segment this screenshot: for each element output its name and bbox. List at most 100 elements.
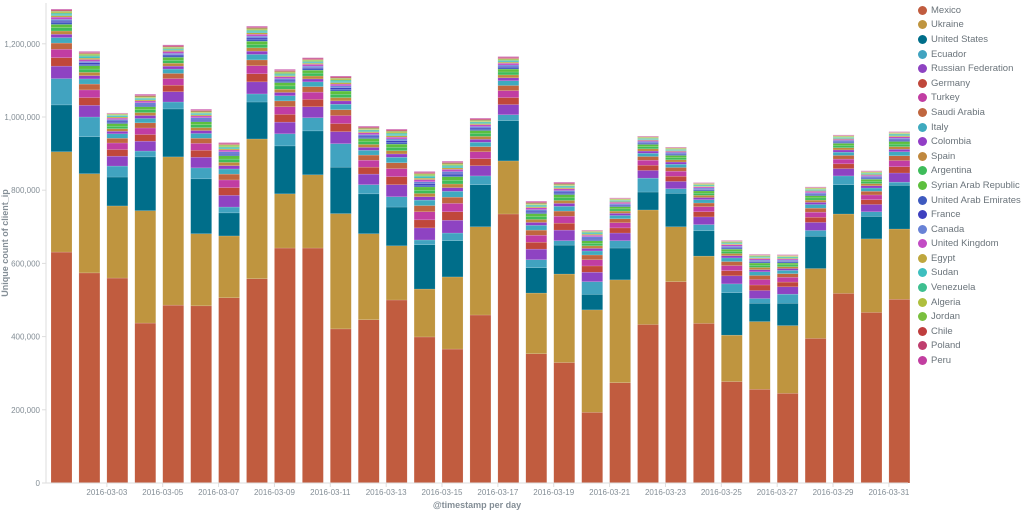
bar-segment-germany[interactable] — [190, 150, 212, 158]
bar-segment-canada[interactable] — [413, 181, 436, 184]
bar-segment-united-arab-emirates[interactable] — [134, 105, 156, 107]
bar-segment-germany[interactable] — [358, 166, 380, 175]
bar-segment-spain[interactable] — [860, 183, 883, 187]
bar-segment-ukraine[interactable] — [274, 193, 296, 249]
bar-segment-united-kingdom[interactable] — [749, 258, 771, 261]
bar-segment-italy[interactable] — [637, 153, 659, 157]
bar-segment-peru[interactable] — [246, 26, 268, 28]
bar-segment-ukraine[interactable] — [246, 138, 268, 279]
bar-segment-spain[interactable] — [665, 159, 687, 163]
bar-segment-saudi-arabia[interactable] — [330, 109, 352, 116]
bar-segment-argentina[interactable] — [776, 264, 799, 267]
bar-segment-argentina[interactable] — [441, 180, 464, 185]
bar-segment-united-kingdom[interactable] — [581, 235, 603, 237]
bar-segment-united-arab-emirates[interactable] — [190, 120, 212, 122]
bar-segment-france[interactable] — [50, 20, 73, 23]
bar-segment-ecuador[interactable] — [50, 78, 73, 106]
bar-segment-canada[interactable] — [302, 65, 324, 68]
bar-segment-united-arab-emirates[interactable] — [358, 136, 380, 139]
bar-segment-russian-federation[interactable] — [665, 181, 687, 189]
bar-segment-ecuador[interactable] — [358, 184, 380, 195]
bar-segment-mexico[interactable] — [581, 412, 603, 484]
bar-stack-2016-03-25[interactable] — [721, 240, 743, 484]
bar-segment-syrian-arab-republic[interactable] — [497, 68, 520, 73]
bar-segment-argentina[interactable] — [162, 60, 184, 64]
bar-segment-united-kingdom[interactable] — [469, 124, 492, 127]
legend-item[interactable]: United States — [918, 32, 1024, 47]
bar-segment-germany[interactable] — [330, 123, 352, 132]
bar-segment-italy[interactable] — [860, 187, 883, 192]
legend-item[interactable]: Jordan — [918, 309, 1024, 324]
bar-segment-italy[interactable] — [581, 250, 603, 256]
bar-segment-germany[interactable] — [385, 176, 408, 185]
bar-segment-germany[interactable] — [469, 158, 492, 166]
bar-segment-syrian-arab-republic[interactable] — [469, 130, 492, 134]
bar-segment-saudi-arabia[interactable] — [106, 138, 129, 144]
bar-segment-argentina[interactable] — [693, 192, 715, 196]
bar-segment-germany[interactable] — [441, 211, 464, 221]
bar-segment-saudi-arabia[interactable] — [50, 42, 73, 50]
bar-segment-germany[interactable] — [162, 84, 184, 92]
bar-segment-saudi-arabia[interactable] — [413, 205, 436, 212]
bar-segment-canada[interactable] — [50, 19, 73, 22]
bar-segment-ukraine[interactable] — [693, 255, 715, 324]
legend-item[interactable]: United Arab Emirates — [918, 193, 1024, 208]
bar-segment-syrian-arab-republic[interactable] — [888, 141, 910, 145]
bar-segment-argentina[interactable] — [78, 68, 101, 73]
bar-segment-saudi-arabia[interactable] — [218, 173, 240, 181]
bar-segment-chile[interactable] — [134, 95, 156, 97]
bar-segment-united-states[interactable] — [330, 166, 352, 214]
bar-segment-italy[interactable] — [553, 206, 575, 212]
bar-segment-spain[interactable] — [832, 147, 855, 151]
legend-item[interactable]: Syrian Arab Republic — [918, 178, 1024, 193]
bar-segment-ukraine[interactable] — [302, 174, 324, 249]
bar-segment-canada[interactable] — [330, 85, 352, 88]
bar-segment-france[interactable] — [78, 62, 101, 65]
bar-segment-united-kingdom[interactable] — [162, 51, 184, 54]
bar-segment-united-kingdom[interactable] — [246, 34, 268, 37]
bar-segment-venezuela[interactable] — [50, 12, 73, 15]
bar-stack-2016-03-18[interactable] — [525, 200, 548, 484]
bar-segment-united-states[interactable] — [609, 247, 631, 281]
bar-segment-mexico[interactable] — [385, 299, 408, 484]
bar-segment-ecuador[interactable] — [553, 240, 575, 246]
bar-segment-syrian-arab-republic[interactable] — [302, 69, 324, 74]
bar-segment-argentina[interactable] — [469, 133, 492, 137]
bar-stack-2016-03-23[interactable] — [665, 146, 687, 484]
legend-item[interactable]: Sudan — [918, 266, 1024, 281]
bar-segment-ukraine[interactable] — [721, 334, 743, 382]
bar-segment-algeria[interactable] — [721, 241, 743, 243]
bar-segment-canada[interactable] — [78, 61, 101, 64]
bar-segment-egypt[interactable] — [106, 116, 129, 119]
bar-segment-mexico[interactable] — [637, 324, 659, 484]
bar-segment-united-kingdom[interactable] — [553, 188, 575, 191]
bar-segment-argentina[interactable] — [860, 181, 883, 184]
bar-segment-ukraine[interactable] — [749, 321, 771, 390]
bar-segment-turkey[interactable] — [218, 179, 240, 188]
bar-segment-canada[interactable] — [246, 35, 268, 39]
bar-segment-germany[interactable] — [693, 211, 715, 218]
bar-segment-spain[interactable] — [134, 112, 156, 116]
bar-segment-mexico[interactable] — [665, 281, 687, 484]
bar-segment-ecuador[interactable] — [721, 283, 743, 293]
bar-segment-syrian-arab-republic[interactable] — [358, 138, 380, 142]
bar-segment-argentina[interactable] — [274, 85, 296, 90]
bar-segment-peru[interactable] — [50, 8, 73, 10]
bar-segment-russian-federation[interactable] — [274, 121, 296, 135]
bar-segment-colombia[interactable] — [106, 131, 129, 135]
bar-segment-sudan[interactable] — [78, 56, 101, 59]
bar-segment-colombia[interactable] — [358, 147, 380, 151]
bar-segment-mexico[interactable] — [609, 382, 631, 484]
bar-stack-2016-03-28[interactable] — [804, 186, 827, 484]
bar-segment-peru[interactable] — [78, 51, 101, 53]
bar-segment-france[interactable] — [246, 37, 268, 40]
bar-segment-spain[interactable] — [441, 183, 464, 188]
bar-segment-united-arab-emirates[interactable] — [441, 174, 464, 177]
bar-segment-russian-federation[interactable] — [497, 104, 520, 116]
bar-segment-saudi-arabia[interactable] — [553, 210, 575, 217]
bar-segment-united-states[interactable] — [832, 184, 855, 215]
bar-segment-syrian-arab-republic[interactable] — [106, 123, 129, 127]
bar-segment-france[interactable] — [441, 173, 464, 176]
bar-segment-ecuador[interactable] — [888, 181, 910, 186]
bar-segment-russian-federation[interactable] — [721, 275, 743, 285]
